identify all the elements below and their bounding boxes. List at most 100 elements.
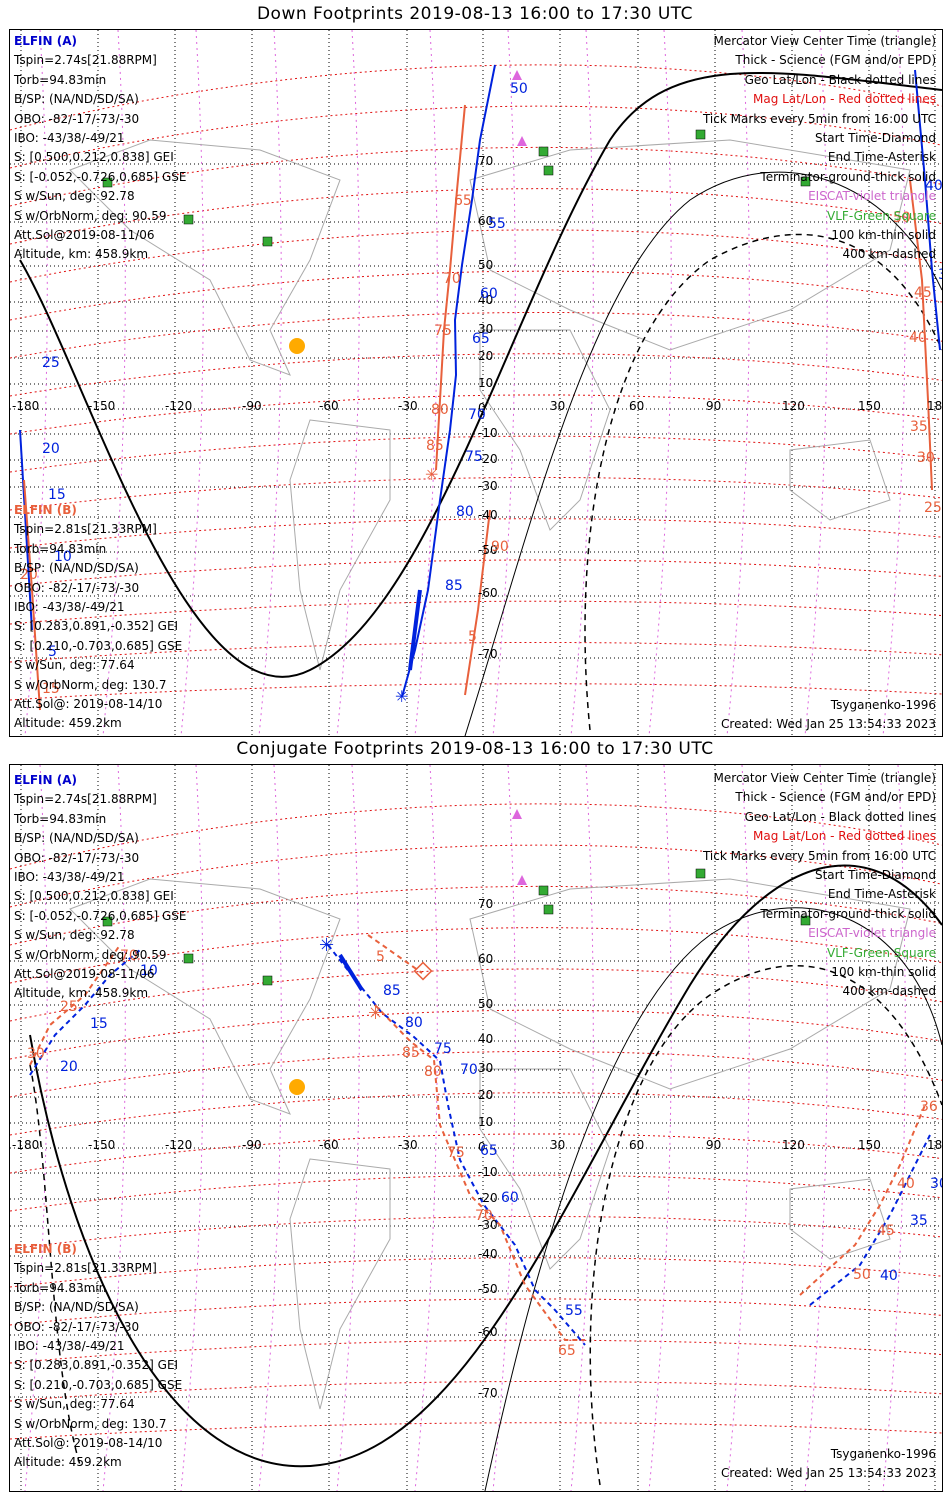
legend-entry: VLF-Green Square [827,208,936,223]
latitude-tick-label: -40 [478,508,498,522]
elfin-b-time-label: 5 [376,949,385,965]
vlf-square-icon [102,177,113,188]
longitude-tick-label: 30 [550,1138,565,1152]
eiscat-triangle-icon [517,875,527,885]
elfin-b-track [435,104,466,471]
elfin-b-info-line: B/SP: (NA/ND/SD/SA) [14,561,139,576]
elfin-a-info-line: Att.Sol@2019-08-11/06 [14,967,155,982]
mag-meridian-line [24,30,48,736]
elfin-a-time-label: 70 [460,1062,478,1078]
latitude-tick-label: 70 [478,897,493,911]
elfin-b-time-label: 5 [468,629,477,645]
mag-latitude-line [10,518,942,549]
latitude-tick-label: 40 [478,293,493,307]
mag-latitude-line [10,311,942,359]
elfin-a-info-line: OBO: -82/-17/-73/-30 [14,850,140,865]
elfin-b-track-west [29,944,121,1066]
conjugate-footprints-title: Conjugate Footprints 2019-08-13 16:00 to… [236,739,714,759]
australia-coast [789,1178,891,1260]
end-time-asterisk: ✳ [368,1003,383,1024]
mag-latitude-line [10,476,942,511]
elfin-a-info-line: Torb=94.83min [14,811,107,826]
vlf-square-icon [102,916,113,927]
elfin-b-track [367,934,585,1341]
start-time-diamond [413,961,433,981]
longitude-tick-label: 150 [858,399,881,413]
elfin-b-info-line: S: [0.283,0.891,-0.352] GEI [14,619,179,634]
vlf-square-icon [183,214,194,225]
longitude-tick-label: -180 [12,399,39,413]
mag-meridian-line [180,765,204,1491]
mag-meridian-line [414,30,438,736]
elfin-a-info-line: Tspin=2.74s[21.88RPM] [14,53,157,68]
mag-meridian-line [492,765,516,1491]
elfin-b-info-line: S w/OrbNorm, deg: 130.7 [14,1416,167,1431]
latitude-tick-label: -60 [478,1325,498,1339]
latitude-tick-label: 0 [478,1140,486,1154]
elfin-a-time-label: 55 [565,1303,583,1319]
elfin-b-time-label: 45 [914,285,932,301]
mag-latitude-line [10,1422,942,1440]
mag-latitude-line [10,885,942,946]
elfin-a-info-line: IBO: -43/38/-49/21 [14,870,125,885]
mag-latitude-line [10,64,942,131]
latitude-tick-label: 0 [478,401,486,415]
legend-entry: EISCAT-violet triangle [808,926,936,941]
south-america-coast [289,419,391,671]
altitude-400km-line [584,233,942,731]
elfin-a-track-east [914,69,941,351]
elfin-a-time-label: 20 [42,441,60,457]
elfin-a-time-label: 60 [501,1190,519,1206]
mag-meridian-line [258,30,282,736]
elfin-b-info-line: Torb=94.83min [14,541,107,556]
mag-latitude-line [10,600,942,625]
mag-meridian-line [336,30,360,736]
created-label: Created: Wed Jan 25 13:54:33 2023 [721,1466,936,1480]
elfin-a-info-line: S w/OrbNorm, deg: 90.59 [14,208,167,223]
elfin-a-time-label: 85 [445,578,463,594]
latitude-tick-label: -30 [478,1218,498,1232]
elfin-a-time-label: 25 [42,355,60,371]
north-america-coast [69,878,341,1115]
end-time-asterisk: ✳ [319,935,334,956]
latitude-tick-label: 30 [478,1061,493,1075]
longitude-tick-label: -30 [398,1138,418,1152]
elfin-a-time-label: 75 [465,449,483,465]
elfin-a-time-label: 5 [48,644,57,660]
latitude-tick-label: 50 [478,997,493,1011]
elfin-a-info-line: S w/OrbNorm, deg: 90.59 [14,947,167,962]
longitude-tick-label: 30 [550,399,565,413]
vlf-square-icon [800,915,811,926]
mag-latitude-line [10,1174,942,1212]
legend-entry: Tick Marks every 5min from 16:00 UTC [702,848,936,863]
elfin-b-info-line: S: [0.210,-0.703,0.685] GSE [14,1377,183,1392]
vlf-square-icon [538,885,549,896]
elfin-a-info-line: Torb=94.83min [14,72,107,87]
elfin-b-time-label: 50 [893,210,911,226]
latitude-tick-label: -30 [478,479,498,493]
elfin-b-info-line: Altitude: 459.2km [14,716,122,731]
sun-icon [289,1079,305,1095]
elfin-a-time-label: 15 [90,1016,108,1032]
mag-latitude-line [10,1257,942,1288]
elfin-b-time-label: 35 [910,419,928,435]
elfin-b-time-label: 85 [402,1045,420,1061]
elfin-b-time-label: 40 [897,1176,915,1192]
longitude-tick-label: 60 [629,399,644,413]
longitude-tick-label: -90 [242,399,262,413]
legend-entry: 100 km-thin solid [831,228,936,243]
eurasia-coast [469,139,911,351]
elfin-a-science-segment [408,589,422,671]
model-label: Tsyganenko-1996 [830,698,936,712]
australia-coast [789,439,891,521]
elfin-a-info: ELFIN (A) Tspin=2.74s[21.88RPM] Torb=94.83… [14,32,187,265]
elfin-b-info-line: S: [0.283,0.891,-0.352] GEI [14,1358,179,1373]
elfin-b-info-line: Att.Sol@: 2019-08-14/10 [14,1436,163,1451]
vlf-square-icon [183,953,194,964]
elfin-b-info-line: B/SP: (NA/ND/SD/SA) [14,1300,139,1315]
longitude-tick-label: -120 [165,399,192,413]
elfin-a-time-label: 35 [910,1213,928,1229]
elfin-b-info-line: OBO: -82/-17/-73/-30 [14,1319,140,1334]
legend-entry: Mag Lat/Lon - Red dotted lines [752,829,936,844]
legend-entry: Mercator View Center Time (triangle) [713,771,936,785]
